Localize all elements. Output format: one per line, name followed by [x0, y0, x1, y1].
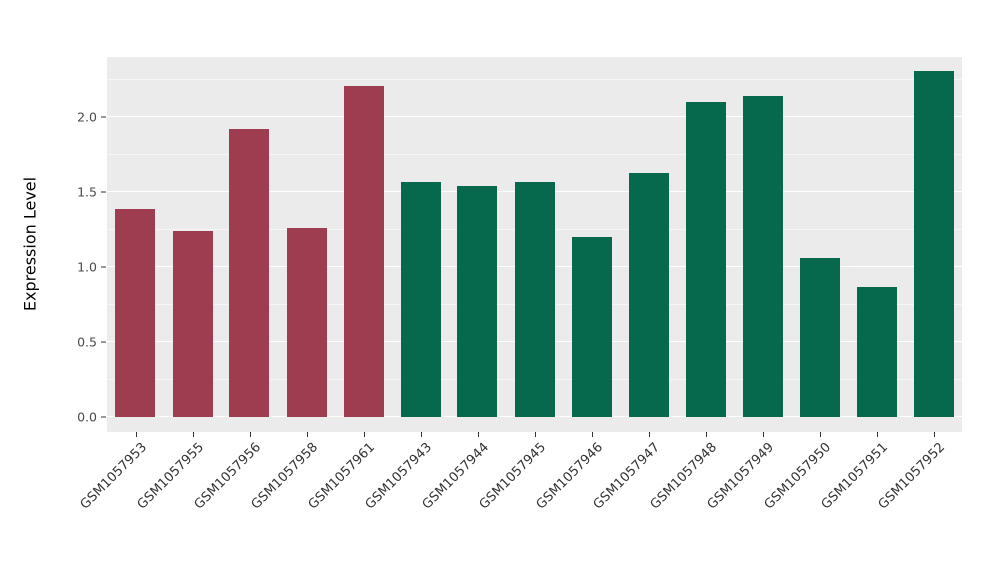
y-tick-mark	[101, 416, 106, 418]
bar-GSM1057961	[343, 85, 384, 417]
bar-GSM1057943	[400, 181, 441, 417]
bar-GSM1057953	[115, 208, 156, 417]
bar-GSM1057950	[799, 258, 840, 417]
bar-GSM1057949	[742, 96, 783, 417]
bar-GSM1057955	[172, 231, 213, 417]
x-tick-mark	[762, 432, 764, 437]
x-tick-mark	[363, 432, 365, 437]
y-tick-label: 1.5	[77, 184, 97, 200]
bar-GSM1057944	[457, 186, 498, 417]
x-tick-mark	[192, 432, 194, 437]
x-tick-mark	[705, 432, 707, 437]
y-tick-label: 1.0	[77, 259, 97, 275]
x-axis-tick-labels: GSM1057953 GSM1057955 GSM1057956 GSM1057958…	[0, 440, 1000, 575]
bar-GSM1057947	[628, 172, 669, 417]
y-tick-mark	[101, 116, 106, 118]
bar-GSM1057951	[856, 286, 897, 417]
x-tick-mark	[819, 432, 821, 437]
x-tick-mark	[306, 432, 308, 437]
y-tick-mark	[101, 341, 106, 343]
bar-GSM1057956	[229, 129, 270, 417]
x-tick-mark	[534, 432, 536, 437]
y-tick-mark	[101, 266, 106, 268]
bar-GSM1057952	[913, 70, 954, 417]
minor-gridline	[107, 153, 962, 155]
y-tick-mark	[101, 191, 106, 193]
x-tick-mark	[420, 432, 422, 437]
plot-area	[107, 57, 962, 432]
y-axis-tick-labels: 0.0 0.5 1.0 1.5 2.0	[0, 57, 97, 432]
bar-GSM1057948	[685, 102, 726, 417]
bar-GSM1057958	[286, 228, 327, 417]
x-tick-mark	[135, 432, 137, 437]
bar-GSM1057946	[571, 237, 612, 417]
bar-GSM1057945	[514, 181, 555, 417]
x-tick-mark	[648, 432, 650, 437]
y-tick-label: 2.0	[77, 109, 97, 125]
y-axis-tick-marks	[101, 57, 106, 432]
x-tick-mark	[249, 432, 251, 437]
minor-gridline	[107, 78, 962, 80]
x-tick-mark	[933, 432, 935, 437]
x-axis-tick-marks	[0, 432, 1000, 437]
y-tick-label: 0.0	[77, 409, 97, 425]
x-tick-mark	[876, 432, 878, 437]
x-tick-mark	[591, 432, 593, 437]
y-tick-label: 0.5	[77, 334, 97, 350]
major-gridline	[107, 115, 962, 117]
x-tick-mark	[477, 432, 479, 437]
